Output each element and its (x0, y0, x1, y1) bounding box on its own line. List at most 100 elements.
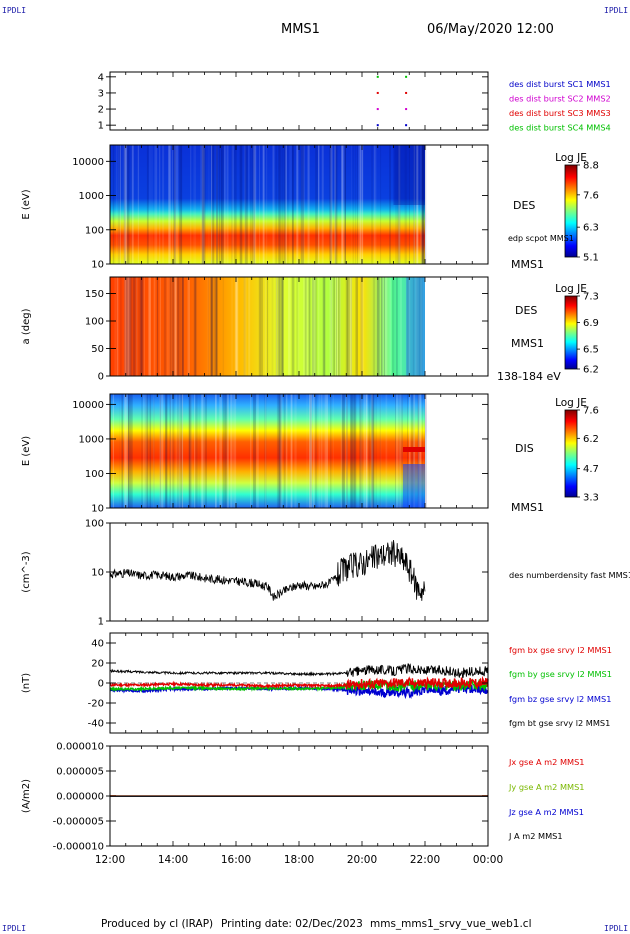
spectrogram-streak (309, 394, 312, 508)
spectrogram-streak (399, 277, 402, 376)
spectrogram-streak (253, 394, 256, 508)
spectrogram-streak (175, 145, 179, 264)
panel-side-label: DES (515, 304, 537, 317)
spectrogram-streak (146, 145, 149, 264)
spectrogram-streak (370, 394, 372, 508)
spectrogram-streak (216, 145, 218, 264)
spectrogram-streak (313, 277, 316, 376)
spectrogram-streak (195, 277, 196, 376)
spectrogram-streak (285, 394, 288, 508)
spectrogram-streak (407, 277, 411, 376)
spectrogram-shade (390, 277, 425, 376)
panel-side-label: 138-184 eV (497, 370, 561, 383)
colorbar-tick-label: 6.2 (583, 365, 599, 376)
spectrogram-streak (226, 394, 229, 508)
spectrogram-streak (418, 277, 422, 376)
spectrogram-streak (288, 277, 291, 376)
spectrogram-streak (373, 277, 376, 376)
spectrogram-streak (395, 394, 398, 508)
spectrogram-streak (127, 145, 130, 264)
spectrogram-streak (379, 394, 381, 508)
legend-entry: des dist burst SC3 MMS3 (509, 108, 611, 118)
legend-entry: fgm by gse srvy l2 MMS1 (509, 669, 612, 679)
spectrogram-streak (152, 394, 155, 508)
spectrogram-streak (181, 394, 183, 508)
spectrogram-streak (336, 277, 337, 376)
colorbar-tick-label: 3.3 (583, 493, 599, 504)
burst-marker (376, 124, 379, 127)
spectrogram-streak (285, 145, 287, 264)
spectrogram-streak (346, 394, 348, 508)
spectrogram-streak (350, 277, 352, 376)
spectrogram-streak (253, 145, 255, 264)
spectrogram-streak (308, 277, 310, 376)
spectrogram-streak (142, 394, 144, 508)
legend-entry: des numberdensity fast MMS1 (509, 570, 630, 580)
spectrogram-streak (279, 145, 283, 264)
spectrogram-streak (130, 145, 132, 264)
spectrogram-streak (146, 394, 149, 508)
spectrogram-streak (290, 394, 293, 508)
spectrogram-streak (119, 394, 121, 508)
spectrogram-streak (244, 145, 247, 264)
spectrogram-streak (291, 277, 295, 376)
y-tick-label: 40 (91, 639, 104, 650)
y-axis-title: (A/m2) (21, 779, 32, 813)
footer-script-name: mms_mms1_srvy_vue_web1.cl (370, 918, 532, 930)
spectrogram-streak (156, 145, 158, 264)
spectrogram-shade (402, 464, 425, 508)
spectrogram-streak (132, 277, 136, 376)
spectrogram-streak (193, 394, 196, 508)
spectrogram-streak (350, 394, 353, 508)
spectrogram-streak (376, 277, 380, 376)
spectrogram-streak (330, 277, 334, 376)
spectrogram-streak (372, 394, 375, 508)
spectrogram-streak (395, 277, 397, 376)
spectrogram-streak (180, 394, 184, 508)
spectrogram-streak (222, 394, 224, 508)
spectrogram-streak (333, 277, 335, 376)
spectrogram-streak (353, 394, 356, 508)
spectrogram-streak (340, 394, 343, 508)
spectrogram-streak (329, 277, 333, 376)
spectrogram-streak (398, 394, 401, 508)
spectrogram-streak (359, 394, 361, 508)
y-tick-label: 100 (85, 317, 104, 328)
spectrogram-streak (231, 145, 234, 264)
spectrogram-streak (129, 277, 132, 376)
colorbar (564, 164, 578, 258)
spectrogram-streak (194, 277, 197, 376)
spectrogram-streak (128, 394, 129, 508)
spectrogram-streak (116, 145, 118, 264)
spectrogram-streak (279, 277, 281, 376)
spectrogram-fill (110, 145, 425, 264)
spectrogram-fill (110, 394, 425, 508)
spectrogram-streak (172, 394, 175, 508)
spectrogram-streak (127, 394, 130, 508)
spectrogram-streak (169, 277, 172, 376)
spectrogram-streak (126, 277, 129, 376)
spectrogram-streak (182, 277, 184, 376)
spectrogram-streak (171, 277, 175, 376)
spectrogram-streak (381, 277, 383, 376)
spectrogram-streak (261, 145, 265, 264)
spectrogram-streak (159, 394, 160, 508)
spectrogram-streak (162, 394, 164, 508)
spectrogram-fill (110, 277, 425, 376)
spectrogram-streak (324, 277, 326, 376)
spectrogram-streak (214, 277, 218, 376)
spectrogram-streak (127, 277, 130, 376)
spectrogram-streak (193, 277, 196, 376)
time-tick-label: 20:00 (347, 854, 377, 866)
spectrogram-streak (204, 145, 205, 264)
spectrogram-streak (343, 145, 346, 264)
spectrogram-streak (129, 394, 132, 508)
spectrogram-streak (180, 145, 183, 264)
corner-tag-top-left: IPDLI (2, 6, 27, 15)
spectrogram-streak (231, 277, 233, 376)
spectrogram-streak (264, 277, 266, 376)
spectrogram-streak (187, 277, 191, 376)
spectrogram-streak (398, 145, 401, 264)
spectrogram-streak (239, 145, 243, 264)
